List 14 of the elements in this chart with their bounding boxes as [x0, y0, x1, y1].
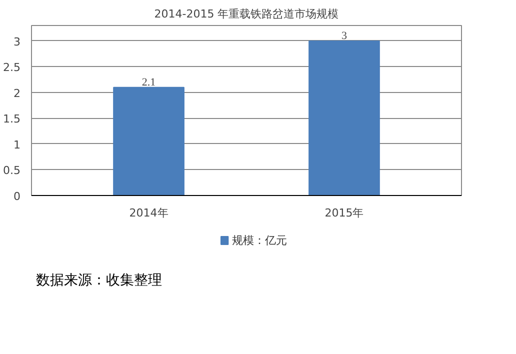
x-tick-label: 2014年 [129, 206, 168, 220]
y-tick-label: 3 [14, 35, 20, 48]
data-label: 3 [341, 30, 348, 42]
y-tick-label: 2.5 [3, 61, 21, 74]
y-tick-label: 0.5 [3, 164, 21, 178]
legend-label: 规模：亿元 [232, 234, 287, 247]
y-tick-label: 2 [14, 86, 20, 100]
chart-title: 2014-2015 年重载铁路岔道市场规模 [154, 8, 339, 20]
data-label: 2.1 [142, 76, 156, 88]
y-tick-label: 1.5 [3, 112, 21, 126]
y-tick-label: 0 [14, 190, 20, 203]
y-tick-label: 1 [14, 138, 20, 152]
source-note: 数据来源：收集整理 [36, 272, 162, 288]
x-tick-label: 2015年 [324, 206, 364, 220]
